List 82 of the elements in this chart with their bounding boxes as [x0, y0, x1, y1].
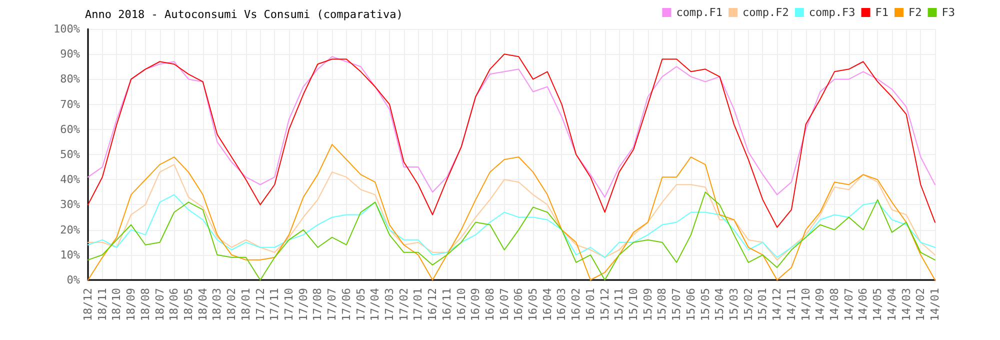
line-series: [88, 56, 936, 198]
y-tick-label: 90%: [60, 48, 80, 61]
x-tick-label: 15/04: [713, 288, 726, 322]
x-tick-label: 17/06: [340, 288, 353, 322]
x-tick-label: 18/11: [96, 288, 109, 322]
x-tick-label: 18/02: [225, 288, 238, 322]
x-tick-label: 17/10: [282, 288, 296, 322]
x-tick-label: 18/04: [196, 288, 210, 322]
x-tick-label: 16/11: [440, 288, 454, 322]
x-tick-label: 14/02: [914, 288, 928, 322]
x-tick-label: 16/06: [512, 288, 526, 322]
legend-label: F2: [908, 6, 922, 19]
x-tick-label: 18/10: [110, 288, 124, 322]
x-tick-label: 17/05: [354, 288, 368, 322]
x-tick-label: 16/01: [584, 288, 597, 322]
x-tick-label: 16/09: [469, 288, 482, 322]
y-tick-label: 40%: [60, 173, 80, 186]
x-tick-label: 18/06: [168, 288, 181, 322]
legend-label: comp.F3: [808, 6, 856, 19]
x-tick-label: 14/08: [828, 288, 842, 322]
x-tick-label: 15/05: [698, 288, 712, 322]
x-tick-label: 14/06: [856, 288, 870, 322]
x-tick-label: 16/10: [454, 288, 468, 322]
x-tick-label: 17/07: [326, 288, 339, 322]
legend-label: F3: [942, 6, 956, 19]
x-tick-label: 15/08: [656, 288, 669, 322]
x-tick-label: 15/07: [670, 288, 684, 322]
y-tick-label: 50%: [60, 148, 80, 161]
x-tick-label: 14/11: [784, 288, 798, 322]
x-tick-label: 18/03: [210, 288, 224, 322]
x-tick-label: 15/03: [728, 288, 741, 322]
x-tick-label: 15/09: [641, 288, 654, 322]
x-tick-label: 16/03: [555, 288, 568, 322]
x-tick-label: 17/02: [397, 288, 410, 322]
x-tick-label: 17/01: [412, 288, 425, 322]
x-tick-label: 17/09: [296, 288, 310, 322]
line-series: [88, 164, 936, 260]
legend-label: comp.F1: [676, 6, 723, 19]
x-tick-label: 16/12: [426, 288, 440, 322]
x-tick-label: 14/10: [799, 288, 812, 322]
x-tick-label: 14/12: [770, 288, 784, 322]
x-tick-label: 14/01: [928, 288, 942, 322]
x-tick-label: 15/02: [742, 288, 755, 322]
x-tick-label: 16/02: [570, 288, 583, 322]
x-tick-label: 14/04: [885, 288, 898, 322]
x-tick-label: 16/08: [483, 288, 496, 322]
legend-label: comp.F2: [742, 6, 789, 19]
x-tick-label: 18/09: [124, 288, 138, 322]
x-tick-label: 16/04: [540, 288, 554, 322]
y-tick-label: 60%: [60, 122, 80, 136]
x-tick-label: 17/08: [311, 288, 324, 322]
y-tick-label: 70%: [60, 98, 80, 111]
y-tick-label: 10%: [60, 248, 80, 262]
y-tick-label: 30%: [60, 198, 80, 212]
x-tick-label: 15/06: [684, 288, 698, 322]
line-series: [88, 54, 936, 228]
x-tick-label: 17/12: [254, 288, 267, 322]
y-tick-label: 20%: [60, 223, 80, 236]
x-tick-label: 17/04: [368, 288, 382, 322]
x-tick-label: 18/12: [82, 288, 94, 322]
y-tick-label: 80%: [60, 72, 80, 86]
x-tick-label: 15/01: [756, 288, 770, 322]
x-tick-label: 15/11: [612, 288, 626, 322]
x-tick-label: 14/07: [842, 288, 856, 322]
x-tick-label: 15/12: [598, 288, 612, 322]
x-tick-label: 18/01: [239, 288, 252, 322]
legend-label: F1: [875, 6, 889, 19]
chart-title: Anno 2018 - Autoconsumi Vs Consumi (comparativa): [85, 8, 403, 21]
y-tick-label: 100%: [54, 22, 80, 36]
x-tick-label: 16/07: [498, 288, 511, 322]
x-tick-label: 14/03: [900, 288, 913, 322]
x-tick-label: 18/08: [138, 288, 152, 322]
x-tick-label: 18/05: [182, 288, 195, 322]
x-tick-label: 17/03: [382, 288, 396, 322]
x-tick-label: 18/07: [153, 288, 166, 322]
x-tick-label: 16/05: [526, 288, 540, 322]
x-tick-label: 14/05: [871, 288, 884, 322]
x-tick-label: 15/10: [627, 288, 640, 322]
line-series: [88, 194, 936, 258]
x-tick-label: 14/09: [814, 288, 827, 322]
x-tick-label: 17/11: [268, 288, 282, 322]
y-tick-label: 0%: [66, 274, 80, 286]
